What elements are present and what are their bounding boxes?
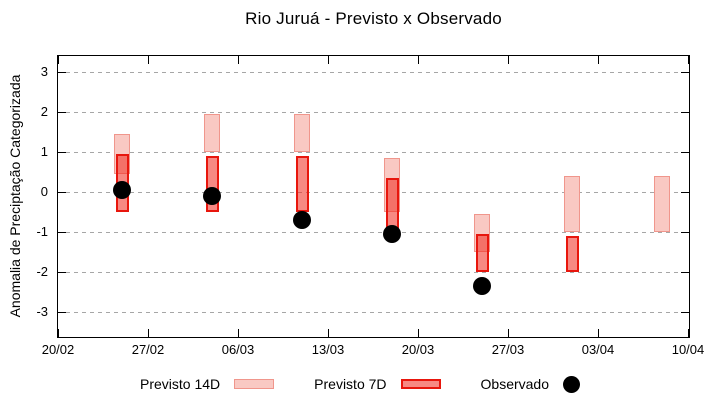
x-tick-bottom <box>328 329 329 337</box>
plot-area <box>57 55 690 338</box>
chart-title: Rio Juruá - Previsto x Observado <box>245 9 502 28</box>
x-tick-label: 27/02 <box>131 342 165 357</box>
observed-dot <box>293 211 312 229</box>
legend-swatch-previsto-7d <box>400 379 441 389</box>
y-tick-left <box>58 192 66 193</box>
bar-previsto-7d <box>475 234 489 272</box>
x-tick-bottom <box>148 329 149 337</box>
x-tick-top <box>688 56 689 64</box>
y-tick-label: 1 <box>40 144 48 159</box>
legend-label-previsto-7d: Previsto 7D <box>314 376 387 392</box>
x-tick-top <box>508 56 509 64</box>
observed-dot <box>203 187 222 205</box>
y-tick-right <box>681 272 689 273</box>
gridline <box>58 312 689 313</box>
legend-item-previsto-14d: Previsto 14D <box>140 376 275 392</box>
x-tick-bottom <box>508 329 509 337</box>
x-tick-label: 13/03 <box>311 342 345 357</box>
bar-previsto-14d <box>294 114 311 152</box>
y-tick-label: -2 <box>36 264 48 279</box>
x-tick-label: 20/02 <box>41 342 75 357</box>
y-tick-label: -3 <box>36 304 48 319</box>
observed-dot <box>383 225 402 243</box>
y-tick-right <box>681 152 689 153</box>
gridline <box>58 112 689 113</box>
legend-label-observado: Observado <box>480 376 549 392</box>
gridline <box>58 192 689 193</box>
y-tick-label: 0 <box>40 184 48 199</box>
gridline <box>58 232 689 233</box>
x-tick-label: 03/04 <box>581 342 615 357</box>
x-tick-bottom <box>58 329 59 337</box>
legend-item-observado: Observado <box>480 375 580 393</box>
legend-item-previsto-7d: Previsto 7D <box>314 376 441 392</box>
x-tick-bottom <box>238 329 239 337</box>
bar-previsto-14d <box>564 176 581 232</box>
y-tick-right <box>681 112 689 113</box>
y-tick-right <box>681 232 689 233</box>
gridline <box>58 152 689 153</box>
y-tick-left <box>58 232 66 233</box>
bar-previsto-14d <box>204 114 221 152</box>
x-tick-label: 10/04 <box>671 342 705 357</box>
y-tick-right <box>681 192 689 193</box>
bar-previsto-14d <box>654 176 671 232</box>
y-tick-left <box>58 72 66 73</box>
legend: Previsto 14D Previsto 7D Observado <box>0 372 720 396</box>
y-tick-left <box>58 312 66 313</box>
x-tick-bottom <box>418 329 419 337</box>
bar-previsto-7d <box>565 236 579 272</box>
x-tick-label: 06/03 <box>221 342 255 357</box>
gridline <box>58 72 689 73</box>
y-tick-left <box>58 272 66 273</box>
y-tick-left <box>58 112 66 113</box>
x-tick-top <box>418 56 419 64</box>
x-tick-bottom <box>598 329 599 337</box>
y-tick-label: 3 <box>40 64 48 79</box>
y-tick-left <box>58 152 66 153</box>
x-tick-bottom <box>688 329 689 337</box>
y-tick-right <box>681 72 689 73</box>
x-tick-top <box>328 56 329 64</box>
x-tick-top <box>148 56 149 64</box>
y-tick-label: -1 <box>36 224 48 239</box>
observed-dot <box>473 277 492 295</box>
bar-previsto-7d <box>385 178 399 232</box>
x-tick-top <box>238 56 239 64</box>
gridline <box>58 272 689 273</box>
y-tick-label: 2 <box>40 104 48 119</box>
observed-dot <box>113 181 132 199</box>
legend-swatch-observado-dot <box>563 375 580 393</box>
legend-swatch-previsto-14d <box>234 379 275 389</box>
y-tick-right <box>681 312 689 313</box>
x-tick-label: 20/03 <box>401 342 435 357</box>
x-tick-label: 27/03 <box>491 342 525 357</box>
bar-previsto-7d <box>295 156 309 212</box>
x-tick-top <box>598 56 599 64</box>
x-tick-top <box>58 56 59 64</box>
legend-label-previsto-14d: Previsto 14D <box>140 376 221 392</box>
